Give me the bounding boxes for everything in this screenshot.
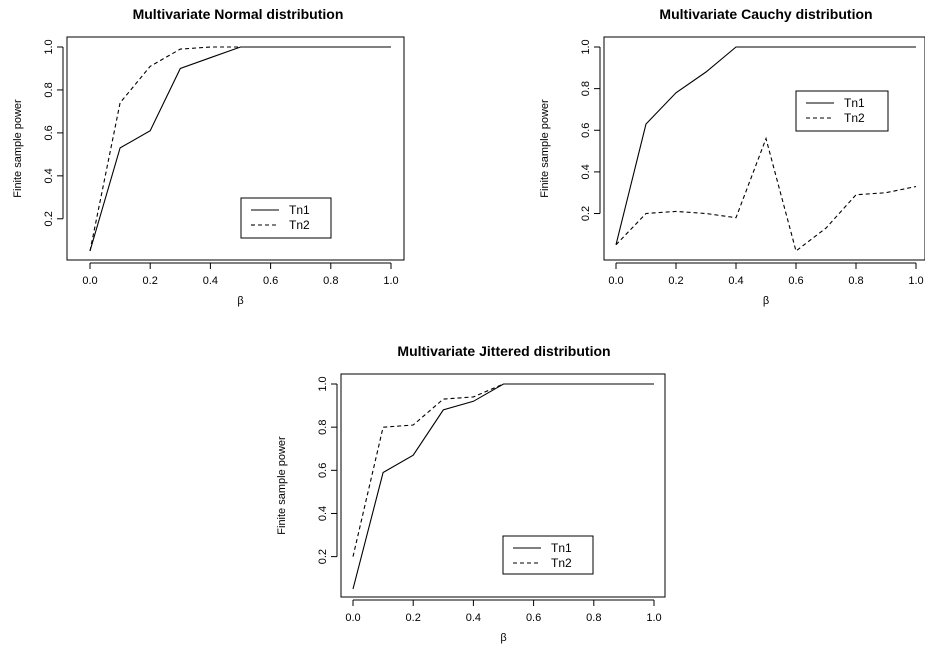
- series-line-tn2: [615, 136, 917, 252]
- y-tick-label: 1.0: [43, 39, 55, 54]
- legend-box: [240, 197, 332, 239]
- series-line-tn2: [89, 46, 391, 252]
- plot-frame: [603, 36, 925, 261]
- x-axis-label: β: [500, 632, 506, 644]
- x-tick-label: 0.0: [345, 612, 360, 624]
- legend-label: Tn2: [844, 111, 865, 125]
- y-tick-label: 1.0: [580, 39, 592, 54]
- x-tick-label: 0.4: [728, 275, 743, 287]
- x-tick-label: 0.2: [668, 275, 683, 287]
- x-tick-label: 0.8: [323, 275, 338, 287]
- y-tick-label: 0.8: [317, 420, 329, 435]
- x-tick-label: 0.6: [526, 612, 541, 624]
- y-tick-label: 0.8: [580, 81, 592, 96]
- x-tick-label: 0.4: [203, 275, 218, 287]
- chart-title: Multivariate Normal distribution: [133, 6, 344, 22]
- legend-box: [502, 535, 594, 575]
- x-tick-label: 0.2: [406, 612, 421, 624]
- series-line-tn2: [352, 383, 654, 557]
- x-tick-label: 0.2: [143, 275, 158, 287]
- plot-frame: [340, 373, 666, 598]
- y-tick-label: 0.4: [580, 164, 592, 179]
- x-tick-label: 1.0: [383, 275, 398, 287]
- legend-label: Tn2: [289, 218, 310, 232]
- chart-panel: Multivariate Jittered distribution 0.0 0.2…: [276, 343, 666, 644]
- y-tick-label: 0.2: [317, 549, 329, 564]
- x-tick-label: 1.0: [908, 275, 923, 287]
- legend-label: Tn1: [551, 541, 572, 555]
- x-tick-label: 0.6: [263, 275, 278, 287]
- y-tick-label: 1.0: [317, 376, 329, 391]
- legend-label: Tn2: [551, 556, 572, 570]
- x-tick-label: 0.0: [82, 275, 97, 287]
- x-tick-label: 0.8: [586, 612, 601, 624]
- chart-panel: Multivariate Cauchy distribution 0.0 0.2 0.…: [539, 6, 925, 307]
- chart-title: Multivariate Jittered distribution: [397, 343, 610, 359]
- x-tick-label: 0.0: [608, 275, 623, 287]
- y-tick-label: 0.6: [43, 125, 55, 140]
- x-tick-label: 1.0: [646, 612, 661, 624]
- x-axis-label: β: [237, 295, 243, 307]
- legend-box: [795, 90, 889, 132]
- plot-frame: [66, 36, 405, 261]
- x-tick-label: 0.4: [466, 612, 481, 624]
- y-axis-label: Finite sample power: [539, 99, 551, 198]
- y-tick-label: 0.4: [43, 168, 55, 183]
- y-axis-label: Finite sample power: [276, 436, 288, 535]
- y-tick-label: 0.2: [43, 211, 55, 226]
- y-tick-label: 0.6: [580, 123, 592, 138]
- x-tick-label: 0.6: [788, 275, 803, 287]
- chart-title: Multivariate Cauchy distribution: [659, 6, 872, 22]
- legend-label: Tn1: [844, 96, 865, 110]
- legend-label: Tn1: [289, 203, 310, 217]
- series-line-tn1: [615, 46, 916, 245]
- y-tick-label: 0.8: [43, 82, 55, 97]
- y-tick-label: 0.4: [317, 506, 329, 521]
- y-axis-label: Finite sample power: [12, 99, 24, 198]
- x-axis-label: β: [763, 295, 769, 307]
- y-tick-label: 0.2: [580, 206, 592, 221]
- chart-panel: Multivariate Normal distribution 0.0 0.2 0.…: [12, 6, 405, 307]
- x-tick-label: 0.8: [848, 275, 863, 287]
- y-tick-label: 0.6: [317, 463, 329, 478]
